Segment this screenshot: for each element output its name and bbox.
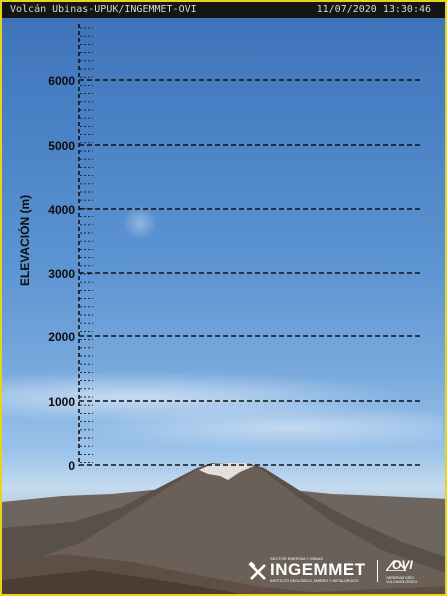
hammer-pick-icon [248,562,266,580]
logo-ovi-text: OVI [392,558,413,572]
logo-separator [377,560,378,582]
tick-labels: 6000 5000 4000 3000 2000 1000 0 [48,74,75,473]
cloud-wisp [62,402,442,452]
logo-sector-text: SECTOR ENERGÍA Y MINAS [270,556,323,561]
tick-label-6000: 6000 [48,74,75,88]
camera-title-bar: Volcán Ubinas-UPUK/INGEMMET-OVI 11/07/20… [2,2,445,18]
camera-timestamp: 11/07/2020 13:30:46 [316,4,431,15]
tick-label-4000: 4000 [48,203,75,217]
foreground-ridge [2,570,242,594]
tick-label-5000: 5000 [48,139,75,153]
minor-ticks [80,27,93,464]
y-axis-label: ELEVACIÓN (m) [18,194,32,286]
tick-label-3000: 3000 [48,267,75,281]
camera-title: Volcán Ubinas-UPUK/INGEMMET-OVI [10,4,197,15]
tick-label-0: 0 [68,459,75,473]
logo-ingemmet-text: INGEMMET [270,560,366,579]
gridlines [79,79,423,466]
ovi-volcano-icon [386,560,406,571]
cloud-wisp [2,367,445,427]
tick-label-1000: 1000 [48,395,75,409]
logo-ovi-subtext: OBSERVATORIO VULCANOLÓGICO [386,576,418,584]
lens-blob [122,206,158,240]
ingemmet-ovi-logo: SECTOR ENERGÍA Y MINAS INGEMMET INSTITUT… [248,556,438,586]
tick-label-2000: 2000 [48,330,75,344]
volcano-snow [199,463,254,480]
logo-institute-text: INSTITUTO GEOLÓGICO, MINERO Y METALÚRGIC… [270,579,359,583]
